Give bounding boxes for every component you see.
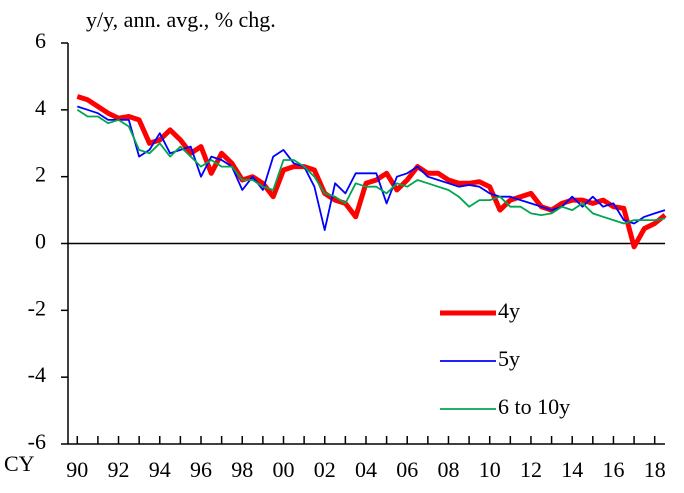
x-tick-label: 06 [396, 457, 418, 482]
x-axis-label: CY [4, 451, 35, 476]
legend-label: 6 to 10y [498, 394, 570, 419]
x-tick-label: 96 [190, 457, 212, 482]
x-tick-label: 10 [479, 457, 501, 482]
series-line [76, 109, 666, 225]
x-tick-label: 12 [520, 457, 542, 482]
x-tick-label: 98 [231, 457, 253, 482]
y-tick-label: 2 [35, 162, 46, 187]
y-tick-label: 0 [35, 229, 46, 254]
x-tick-label: 94 [149, 457, 171, 482]
x-tick-label: 02 [314, 457, 336, 482]
legend-label: 5y [498, 346, 520, 371]
series-line [76, 94, 667, 250]
y-tick-label: -2 [28, 295, 46, 320]
y-tick-label: 4 [35, 95, 46, 120]
x-tick-label: 90 [66, 457, 88, 482]
chart-title: y/y, ann. avg., % chg. [86, 7, 276, 32]
series-line [77, 105, 666, 231]
y-tick-label: 6 [35, 28, 46, 53]
x-tick-label: 92 [108, 457, 130, 482]
legend-label: 4y [498, 298, 520, 323]
x-tick-label: 18 [644, 457, 666, 482]
y-tick-label: -4 [28, 362, 46, 387]
x-tick-label: 04 [355, 457, 377, 482]
x-tick-label: 00 [272, 457, 294, 482]
x-tick-label: 14 [561, 457, 583, 482]
y-tick-label: -6 [28, 429, 46, 454]
x-tick-label: 08 [437, 457, 459, 482]
x-tick-label: 16 [602, 457, 624, 482]
